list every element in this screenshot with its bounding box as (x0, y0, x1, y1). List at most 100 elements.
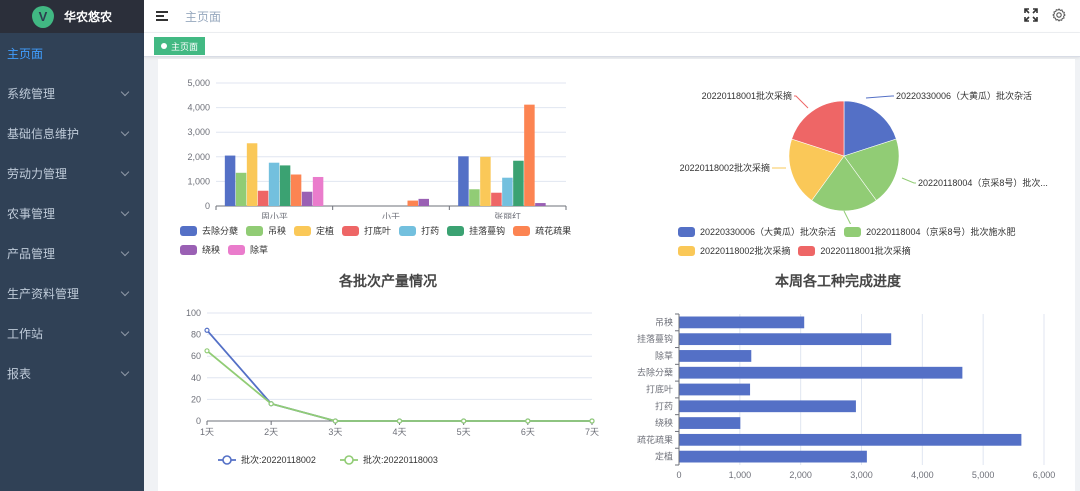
legend-label: 20220118001批次采摘 (820, 246, 911, 256)
svg-text:批次:20220118003: 批次:20220118003 (363, 454, 438, 465)
legend-swatch-icon (678, 245, 695, 256)
svg-text:3,000: 3,000 (187, 127, 210, 137)
sidebar-item-0[interactable]: 主页面 (0, 33, 144, 73)
legend-swatch-icon (246, 225, 264, 236)
svg-text:40: 40 (191, 373, 201, 383)
sidebar-item-label: 产品管理 (7, 246, 56, 261)
tags-view: 主页面 (144, 33, 1080, 57)
svg-text:定植: 定植 (655, 451, 673, 462)
sidebar-item-label: 主页面 (7, 46, 44, 61)
hamburger-icon[interactable] (156, 11, 168, 21)
chevron-down-icon (120, 327, 130, 336)
svg-text:5,000: 5,000 (972, 470, 995, 480)
legend-item[interactable]: 绕秧 (180, 243, 220, 256)
svg-text:60: 60 (191, 351, 201, 361)
legend-swatch-icon (294, 225, 312, 236)
svg-text:4,000: 4,000 (911, 470, 934, 480)
legend-label: 20220330006（大黄瓜）批次杂活 (700, 227, 837, 237)
svg-text:100: 100 (186, 308, 201, 318)
svg-text:1,000: 1,000 (729, 470, 752, 480)
svg-text:0: 0 (196, 416, 201, 426)
tag-home[interactable]: 主页面 (154, 37, 206, 55)
sidebar-menu: 主页面系统管理基础信息维护 劳动力管理农事管理产品管理生产资料管理 工作站报表 (0, 33, 144, 393)
legend-item[interactable]: 20220118002批次采摘 (678, 244, 790, 257)
logo-icon: V (32, 5, 54, 28)
hbar-chart-title: 本周各工种完成进度 (775, 273, 901, 289)
legend-item[interactable]: 吊秧 (246, 224, 286, 237)
svg-text:20220118001批次采摘: 20220118001批次采摘 (702, 90, 792, 101)
chevron-down-icon (120, 247, 130, 256)
legend-label: 打底叶 (364, 226, 392, 236)
svg-text:20: 20 (191, 394, 201, 404)
sidebar-item-label: 生产资料管理 (7, 286, 80, 301)
app-logo[interactable]: V 华农悠农 (0, 0, 144, 33)
chevron-down-icon (120, 367, 130, 376)
svg-text:20220330006（大黄瓜）批次杂活: 20220330006（大黄瓜）批次杂活 (896, 90, 1032, 101)
svg-text:2天: 2天 (264, 427, 278, 437)
legend-item[interactable]: 去除分蘖 (180, 224, 238, 237)
sidebar-item-7[interactable]: 工作站 (0, 313, 144, 353)
legend-item[interactable]: 挂落蔓钩 (447, 224, 505, 237)
legend-swatch-icon (342, 225, 360, 236)
svg-text:4天: 4天 (392, 427, 406, 437)
active-dot-icon (161, 43, 167, 49)
sidebar-item-8[interactable]: 报表 (0, 353, 144, 393)
breadcrumb[interactable]: 主页面 (185, 9, 222, 24)
legend-item[interactable]: 定植 (294, 224, 334, 237)
legend-item[interactable]: 20220118004（京采8号）批次施水肥 (844, 225, 1015, 238)
legend-swatch-icon (844, 226, 862, 237)
sidebar-item-label: 基础信息维护 (7, 126, 80, 141)
legend-item[interactable]: 20220330006（大黄瓜）批次杂活 (678, 225, 836, 238)
legend-label: 绕秧 (202, 245, 221, 255)
legend-item[interactable]: 疏花疏果 (513, 224, 571, 237)
sidebar-item-1[interactable]: 系统管理 (0, 73, 144, 113)
sidebar-item-3[interactable]: 劳动力管理 (0, 153, 144, 193)
svg-text:4,000: 4,000 (187, 103, 210, 113)
worker-task-bar-chart[interactable]: 0 1,000 2,000 3,000 4,000 5,000 周小平 小于 张丽红 (158, 59, 598, 219)
batch-pie-chart[interactable]: 20220330006（大黄瓜）批次杂活 20220118004（京采8号）批次.… (618, 59, 1075, 224)
chevron-down-icon (120, 167, 130, 176)
legend-label: 定植 (316, 226, 335, 236)
svg-text:0: 0 (205, 201, 210, 211)
svg-text:绕秧: 绕秧 (655, 417, 673, 428)
legend-swatch-icon (513, 225, 531, 236)
weekly-progress-bar-chart[interactable]: 0 1,000 2,000 3,000 4,000 5,000 6,000 吊秧挂落蔓钩除草去… (618, 299, 1075, 491)
legend-item[interactable]: 除草 (228, 243, 268, 256)
sidebar-item-label: 工作站 (7, 326, 44, 341)
sidebar-item-6[interactable]: 生产资料管理 (0, 273, 144, 313)
legend-item[interactable]: 打底叶 (342, 224, 391, 237)
svg-text:2,000: 2,000 (789, 470, 812, 480)
legend-item[interactable]: 20220118001批次采摘 (798, 244, 911, 257)
legend-swatch-icon (228, 244, 246, 255)
svg-text:打药: 打药 (655, 400, 673, 411)
chevron-down-icon (120, 127, 130, 136)
svg-text:1,000: 1,000 (187, 176, 210, 186)
legend-label: 20220118002批次采摘 (700, 246, 791, 256)
svg-text:周小平: 周小平 (261, 212, 288, 219)
legend-label: 挂落蔓钩 (469, 226, 506, 236)
app-title: 华农悠农 (64, 10, 113, 24)
settings-icon[interactable] (1052, 8, 1066, 22)
legend-swatch-icon (399, 225, 417, 236)
legend-swatch-icon (447, 225, 465, 236)
legend-item[interactable]: 打药 (399, 224, 439, 237)
batch-yield-line-chart[interactable]: 0 20 40 60 80 100 1天 2天 3天 4天 5天 6天 7天批次:20220118002… (158, 299, 618, 491)
svg-text:20220118002批次采摘: 20220118002批次采摘 (680, 162, 770, 173)
legend-label: 20220118004（京采8号）批次施水肥 (866, 227, 1016, 237)
svg-text:张丽红: 张丽红 (494, 211, 521, 219)
svg-text:6天: 6天 (521, 427, 535, 437)
svg-text:3,000: 3,000 (850, 470, 873, 480)
legend-swatch-icon (678, 226, 695, 237)
line-chart-title: 各批次产量情况 (339, 273, 437, 289)
fullscreen-icon[interactable] (1024, 8, 1038, 22)
chevron-down-icon (120, 207, 130, 216)
sidebar-item-label: 系统管理 (7, 86, 56, 101)
sidebar-item-label: 劳动力管理 (7, 166, 68, 181)
sidebar-item-2[interactable]: 基础信息维护 (0, 113, 144, 153)
legend-label: 打药 (421, 226, 440, 236)
sidebar-item-label: 农事管理 (7, 206, 56, 221)
svg-text:3天: 3天 (328, 427, 342, 437)
svg-text:6,000: 6,000 (1033, 470, 1056, 480)
sidebar-item-4[interactable]: 农事管理 (0, 193, 144, 233)
sidebar-item-5[interactable]: 产品管理 (0, 233, 144, 273)
